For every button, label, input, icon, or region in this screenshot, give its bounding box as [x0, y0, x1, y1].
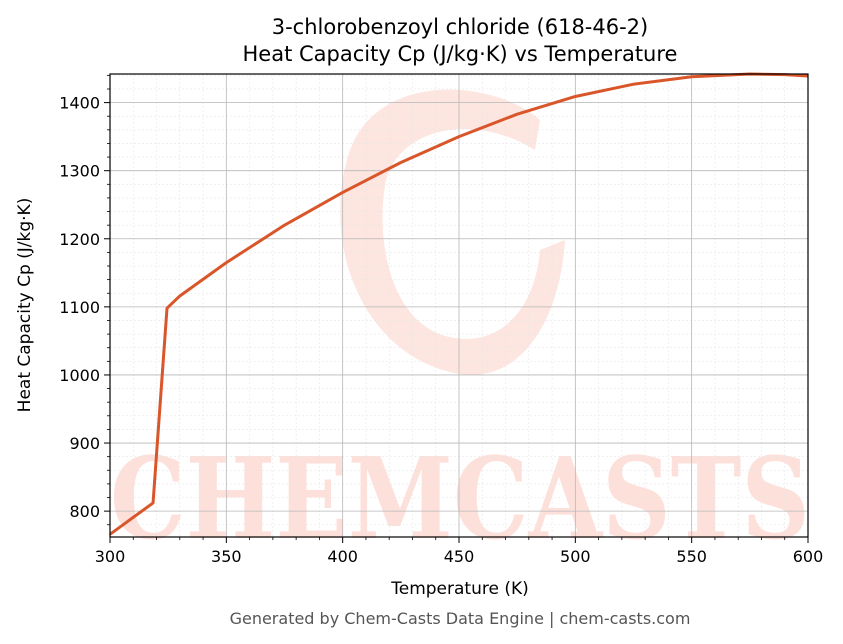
x-tick-label: 550 [676, 547, 707, 566]
x-tick-label: 450 [444, 547, 475, 566]
footer-credit: Generated by Chem-Casts Data Engine | ch… [230, 609, 691, 628]
y-tick-label: 1100 [59, 298, 100, 317]
y-tick-label: 800 [69, 502, 100, 521]
series-line-cp [109, 72, 809, 536]
y-tick-label: 1400 [59, 94, 100, 113]
x-axis-ticks: 300 350 400 450 500 550 600 [95, 537, 824, 566]
y-tick-label: 1300 [59, 162, 100, 181]
y-tick-label: 1200 [59, 230, 100, 249]
y-tick-label: 900 [69, 434, 100, 453]
y-axis-ticks: 800 900 1000 1100 1200 1300 1400 [59, 74, 110, 526]
series-layer [109, 72, 809, 536]
x-axis-label: Temperature (K) [390, 579, 529, 599]
x-tick-label: 600 [793, 547, 824, 566]
y-axis-label: Heat Capacity Cp (J/kg·K) [15, 198, 35, 413]
chart-subtitle: Heat Capacity Cp (J/kg·K) vs Temperature [243, 42, 678, 66]
watermark-logo-ring [340, 89, 565, 375]
x-tick-label: 400 [327, 547, 358, 566]
chart-title: 3-chlorobenzoyl chloride (618-46-2) [272, 15, 649, 39]
x-tick-label: 350 [211, 547, 242, 566]
x-tick-label: 300 [95, 547, 126, 566]
y-tick-label: 1000 [59, 366, 100, 385]
x-tick-label: 500 [560, 547, 591, 566]
watermark: CHEMCASTS [110, 89, 810, 565]
watermark-text: CHEMCASTS [110, 434, 810, 565]
